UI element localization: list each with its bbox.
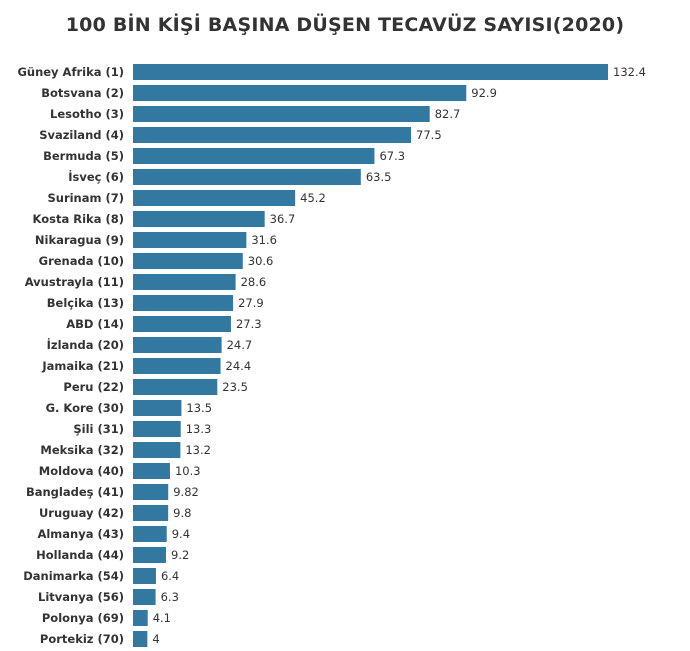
bar [133,127,412,143]
bar [133,148,375,164]
value-label: 27.9 [238,296,264,310]
category-label: Grenada (10) [39,254,124,268]
category-label: Meksika (32) [40,443,124,457]
value-label: 13.2 [185,443,211,457]
category-label: Hollanda (44) [36,548,124,562]
category-label: İsveç (6) [68,169,124,184]
category-label: İzlanda (20) [47,337,124,352]
bar [133,589,156,605]
value-label: 82.7 [435,107,461,121]
bar [133,295,234,311]
category-label: Polonya (69) [42,611,124,625]
bar [133,568,156,584]
bar [133,106,430,122]
value-label: 31.6 [251,233,277,247]
value-label: 23.5 [222,380,248,394]
category-label: Belçika (13) [47,296,124,310]
bar [133,526,167,542]
category-label: Peru (22) [63,380,124,394]
category-label: Güney Afrika (1) [17,65,124,79]
category-label: Portekiz (70) [40,632,124,646]
value-label: 10.3 [175,464,201,478]
category-label: Avustrayla (11) [25,275,124,289]
category-label: Botsvana (2) [41,86,124,100]
value-label: 132.4 [613,65,646,79]
value-label: 24.7 [227,338,253,352]
bar [133,442,181,458]
bar [133,463,170,479]
bar [133,631,148,647]
value-label: 13.5 [186,401,212,415]
value-label: 30.6 [248,254,274,268]
category-label: Nikaragua (9) [35,233,124,247]
category-label: Danimarka (54) [23,569,124,583]
bar [133,547,167,563]
category-label: Svaziland (4) [39,128,124,142]
bar [133,400,182,416]
value-label: 9.8 [173,506,191,520]
bar [133,169,361,185]
category-label: ABD (14) [66,317,124,331]
value-label: 4 [152,632,159,646]
category-label: Lesotho (3) [50,107,124,121]
bar [133,190,296,206]
value-label: 27.3 [236,317,262,331]
value-label: 9.4 [172,527,190,541]
value-label: 67.3 [379,149,405,163]
bar [133,337,222,353]
category-label: Bangladeş (41) [26,485,124,499]
value-label: 24.4 [226,359,252,373]
category-label: Litvanya (56) [38,590,124,604]
value-label: 4.1 [153,611,171,625]
bar [133,64,608,80]
bar [133,253,243,269]
bar [133,85,467,101]
bar [133,505,169,521]
bar [133,232,247,248]
value-label: 6.4 [161,569,179,583]
category-label: Surinam (7) [47,191,124,205]
chart-title: 100 BİN KİŞİ BAŞINA DÜŞEN TECAVÜZ SAYISI… [65,14,625,36]
value-label: 92.9 [471,86,497,100]
category-label: Jamaika (21) [41,359,124,373]
bar [133,421,181,437]
bar [133,610,148,626]
category-label: Kosta Rika (8) [33,212,124,226]
bar [133,211,265,227]
value-label: 9.2 [171,548,189,562]
value-label: 13.3 [186,422,212,436]
bar [133,379,218,395]
value-label: 6.3 [161,590,179,604]
value-label: 36.7 [270,212,296,226]
category-label: Uruguay (42) [39,506,124,520]
bar [133,484,169,500]
value-label: 45.2 [300,191,326,205]
value-label: 77.5 [416,128,442,142]
bar [133,316,231,332]
category-label: Şili (31) [73,422,124,436]
category-label: Moldova (40) [39,464,124,478]
value-label: 63.5 [366,170,392,184]
bar [133,358,221,374]
category-label: Almanya (43) [37,527,124,541]
category-label: Bermuda (5) [43,149,124,163]
value-label: 28.6 [241,275,267,289]
bar [133,274,236,290]
category-label: G. Kore (30) [46,401,124,415]
value-label: 9.82 [173,485,199,499]
